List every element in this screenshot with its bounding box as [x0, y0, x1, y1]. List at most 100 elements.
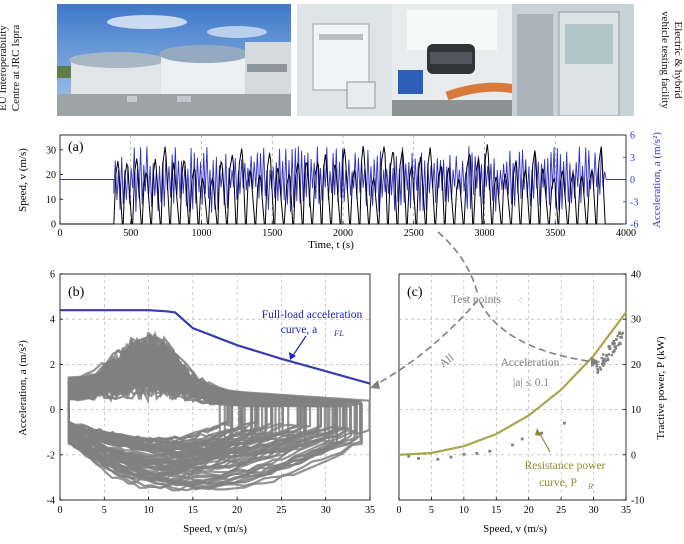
resistance-power-curve — [398, 311, 627, 456]
full-load-pointer — [291, 335, 307, 358]
panel-a-xtick-label: 2000 — [333, 228, 353, 239]
panel-a-xtick-label: 3500 — [545, 228, 565, 239]
arrow-head-b — [370, 380, 380, 389]
panel-b-ytick-label: 6 — [50, 270, 55, 281]
panel-c-xtick-label: 20 — [524, 505, 534, 516]
panel-b: 0 5 10 15 20 25 30 35 -4 -2 0 2 4 6 (b) Full-load ac… — [17, 270, 375, 536]
full-load-annotation-sub: FL — [333, 328, 344, 338]
panel-a-ytick-right-label: 6 — [630, 131, 635, 142]
panel-a-xlabel: Time, t (s) — [308, 239, 354, 251]
panel-b-ytick-label: -4 — [47, 496, 55, 507]
test-point — [407, 454, 411, 458]
panel-a-ylabel-right: Acceleration, a (m/s²) — [651, 132, 663, 228]
resistance-pointer — [538, 431, 551, 453]
test-point — [603, 358, 606, 361]
test-point — [606, 357, 609, 360]
test-point — [614, 338, 618, 341]
panel-c: 0 5 10 15 20 25 30 35 -10 0 10 20 30 40 (c) Test poi… — [397, 270, 668, 536]
panel-a-xtick-label: 1000 — [192, 228, 212, 239]
panel-c-xtick-label: 5 — [429, 505, 434, 516]
test-point — [619, 342, 622, 346]
test-point — [600, 356, 603, 360]
panel-a-tag: (a) — [68, 140, 84, 155]
test-point — [540, 431, 544, 435]
test-point — [598, 366, 602, 369]
panel-b-xtick-label: 5 — [102, 505, 107, 516]
arrow-test-to-c — [479, 301, 596, 363]
test-point — [436, 457, 440, 461]
acceleration-loop — [67, 339, 371, 458]
arrow-a-to-test — [437, 231, 479, 297]
full-load-pointer-head — [289, 352, 296, 360]
test-point — [612, 349, 616, 353]
test-point — [607, 345, 610, 348]
panel-c-xtick-label: 0 — [397, 505, 402, 516]
full-load-annotation-line-2: curve, a — [281, 324, 317, 336]
all-annotation: All — [437, 352, 456, 371]
dot-cluster: ⁘ — [463, 294, 471, 304]
panel-a-ytick-right-label: 0 — [630, 175, 635, 186]
test-point — [610, 353, 614, 357]
panel-c-ytick-label: 40 — [631, 270, 641, 281]
panel-a-xtick-label: 2500 — [404, 228, 424, 239]
test-point — [449, 455, 453, 459]
test-point — [602, 353, 605, 356]
acceleration-trace — [60, 146, 626, 213]
arrow-head-c — [591, 357, 600, 367]
panel-a-ytick-right-label: 3 — [630, 153, 635, 164]
resistance-annotation-line-2: curve, P — [539, 477, 577, 489]
panel-a-xtick-label: 4000 — [616, 228, 636, 239]
speed-trace — [60, 144, 626, 225]
test-point — [611, 350, 615, 354]
test-point — [612, 340, 615, 343]
test-point — [600, 362, 604, 366]
connector-arrows: All — [370, 231, 600, 389]
panel-b-xtick-label: 20 — [232, 505, 242, 516]
panel-b-ytick-label: 0 — [50, 405, 55, 416]
test-points-annotation: Test points — [451, 294, 502, 306]
panel-a: 0 500 1000 1500 2000 2500 3000 3500 4000 0102030… — [17, 131, 663, 252]
panel-b-ylabel: Acceleration, a (m/s²) — [17, 340, 29, 436]
panel-c-ytick-label: 20 — [631, 360, 641, 371]
panel-b-xtick-label: 30 — [321, 505, 331, 516]
acceleration-annotation-line-2: |a| ≤ 0.1 — [513, 377, 549, 389]
acceleration-loop — [67, 335, 337, 462]
panel-b-xtick-label: 35 — [365, 505, 375, 516]
panel-a-ytick-left-label: 20 — [46, 170, 56, 181]
panel-a-xtick-label: 0 — [58, 228, 63, 239]
test-point — [608, 346, 612, 349]
panel-a-ytick-right-label: -6 — [630, 220, 638, 231]
panel-c-ytick-label: 10 — [631, 405, 641, 416]
panel-c-frame — [398, 273, 627, 501]
panel-b-ytick-label: 2 — [50, 360, 55, 371]
panel-a-ylabel-left: Speed, v (m/s) — [17, 148, 29, 212]
panel-a-ytick-left-label: 0 — [51, 220, 56, 231]
test-point — [603, 362, 606, 365]
panel-b-xtick-label: 0 — [58, 505, 63, 516]
test-point — [511, 443, 514, 447]
panel-b-tag: (b) — [68, 285, 85, 300]
panel-a-ytick-left-label: 30 — [46, 145, 56, 156]
test-point — [605, 354, 608, 357]
jrc-building-photo — [57, 4, 291, 116]
panel-a-xtick-label: 500 — [123, 228, 138, 239]
test-point — [595, 365, 598, 368]
dot-cluster-2: ⁖ — [517, 296, 523, 307]
test-point — [601, 360, 605, 364]
panel-c-ytick-label: 30 — [631, 315, 641, 326]
panel-b-xlabel: Speed, v (m/s) — [183, 523, 247, 535]
panel-b-xtick-label: 25 — [276, 505, 286, 516]
panel-c-ytick-label: -10 — [631, 496, 644, 507]
test-point — [417, 457, 420, 460]
resistance-pointer-head — [535, 428, 541, 436]
test-point — [619, 335, 622, 339]
test-point — [604, 359, 607, 363]
test-point — [602, 364, 605, 367]
panel-b-xtick-label: 15 — [188, 505, 198, 516]
test-point — [620, 332, 624, 336]
panel-a-xtick-label: 1500 — [262, 228, 282, 239]
arrow-test-to-b — [374, 299, 479, 386]
full-load-annotation-line-1: Full-load acceleration — [262, 309, 363, 321]
test-point — [611, 341, 614, 345]
test-point — [563, 421, 566, 425]
